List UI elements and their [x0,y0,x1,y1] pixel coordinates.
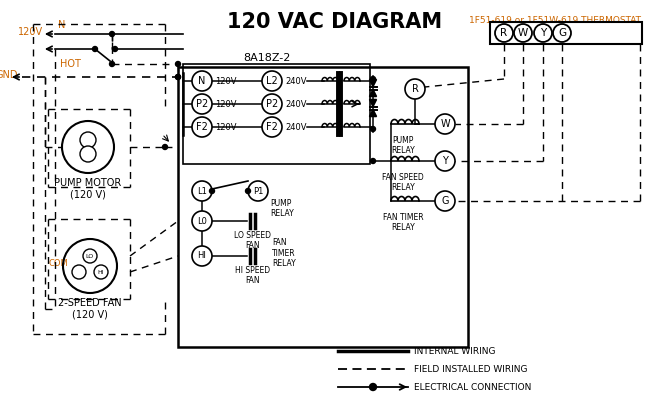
Circle shape [262,94,282,114]
Text: FAN SPEED
RELAY: FAN SPEED RELAY [382,173,424,192]
Text: L1: L1 [197,186,207,196]
Text: Y: Y [540,28,546,38]
Circle shape [192,211,212,231]
Circle shape [113,47,117,52]
Circle shape [192,246,212,266]
Circle shape [192,94,212,114]
Circle shape [435,151,455,171]
Text: HOT: HOT [60,59,81,69]
Circle shape [92,47,98,52]
Text: N: N [58,20,66,30]
Circle shape [80,146,96,162]
Circle shape [369,383,377,391]
Text: FIELD INSTALLED WIRING: FIELD INSTALLED WIRING [414,365,527,373]
Circle shape [192,181,212,201]
Bar [178,67,468,347]
Text: G: G [442,196,449,206]
Text: PUMP MOTOR
(120 V): PUMP MOTOR (120 V) [54,178,122,199]
Text: P2: P2 [196,99,208,109]
Circle shape [371,127,375,132]
Text: 120V: 120V [215,122,237,132]
Text: P2: P2 [266,99,278,109]
Text: 240V: 240V [285,99,306,109]
Circle shape [72,265,86,279]
Text: HI SPEED
FAN: HI SPEED FAN [235,266,271,285]
Circle shape [405,79,425,99]
Text: 8A18Z-2: 8A18Z-2 [243,53,290,63]
Text: ELECTRICAL CONNECTION: ELECTRICAL CONNECTION [414,383,531,391]
Circle shape [248,181,268,201]
Circle shape [435,191,455,211]
Text: 120 VAC DIAGRAM: 120 VAC DIAGRAM [227,12,443,32]
Text: Y: Y [442,156,448,166]
Text: INTERNAL WIRING: INTERNAL WIRING [414,347,496,355]
Bar [490,22,642,44]
Text: HI: HI [198,251,206,261]
Circle shape [83,249,97,263]
Text: 240V: 240V [285,77,306,85]
Text: R: R [500,28,508,38]
Polygon shape [369,90,377,96]
Circle shape [553,24,571,42]
Circle shape [109,62,115,67]
Text: F2: F2 [266,122,278,132]
Circle shape [245,189,251,194]
Circle shape [163,145,168,150]
Text: FAN TIMER
RELAY: FAN TIMER RELAY [383,213,423,233]
Text: L0: L0 [197,217,207,225]
Text: 1F51-619 or 1F51W-619 THERMOSTAT: 1F51-619 or 1F51W-619 THERMOSTAT [469,16,641,25]
Circle shape [534,24,552,42]
Text: G: G [558,28,566,38]
Text: LO: LO [86,253,94,259]
Text: PUMP
RELAY: PUMP RELAY [270,199,293,218]
Circle shape [80,132,96,148]
Circle shape [435,114,455,134]
Text: 120V: 120V [215,99,237,109]
Circle shape [371,158,375,163]
Circle shape [176,75,180,80]
Text: 120V: 120V [18,27,43,37]
Text: COM: COM [48,259,68,269]
Text: F2: F2 [196,122,208,132]
Text: N: N [198,76,206,86]
Circle shape [262,71,282,91]
Text: W: W [518,28,528,38]
Text: P1: P1 [253,186,263,196]
Text: PUMP
RELAY: PUMP RELAY [391,136,415,155]
Text: L2: L2 [266,76,278,86]
Text: GND: GND [0,70,18,80]
Circle shape [176,62,180,67]
Circle shape [176,75,180,80]
Circle shape [514,24,532,42]
Circle shape [192,71,212,91]
Text: FAN
TIMER
RELAY: FAN TIMER RELAY [272,238,295,268]
Circle shape [109,31,115,36]
Polygon shape [369,80,377,86]
Text: 120V: 120V [215,77,237,85]
Polygon shape [369,99,377,106]
Text: 2-SPEED FAN
(120 V): 2-SPEED FAN (120 V) [58,298,122,320]
Text: LO SPEED
FAN: LO SPEED FAN [234,231,271,251]
Text: W: W [440,119,450,129]
Text: R: R [411,84,419,94]
Bar [183,64,370,164]
Polygon shape [369,109,377,116]
Circle shape [94,265,108,279]
Text: 240V: 240V [285,122,306,132]
Text: HI: HI [98,269,105,274]
Circle shape [371,77,375,82]
Circle shape [210,189,214,194]
Circle shape [262,117,282,137]
Circle shape [192,117,212,137]
Circle shape [495,24,513,42]
